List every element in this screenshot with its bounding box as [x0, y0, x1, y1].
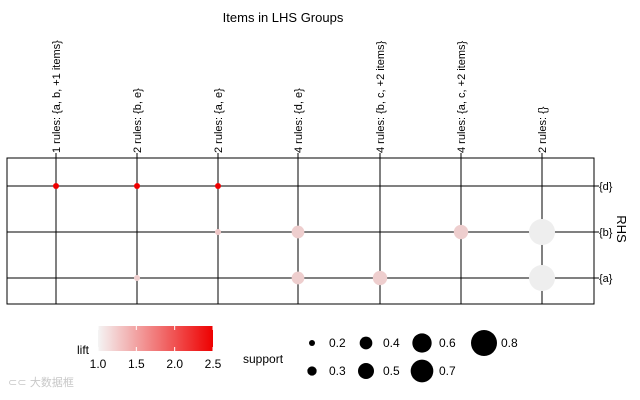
rule-point — [291, 271, 305, 285]
lhs-group-label: 4 rules: {d, e} — [293, 88, 305, 153]
lift-tick-label: 1.5 — [128, 357, 145, 371]
lhs-group-label: 2 rules: {a, e} — [213, 88, 225, 153]
rule-point — [529, 265, 555, 291]
rhs-item-label: {a} — [599, 273, 613, 285]
rule-point — [53, 183, 59, 189]
support-legend-label: 0.6 — [439, 336, 456, 350]
lift-legend-title: lift — [77, 343, 90, 357]
lhs-group-label: 1 rules: {a, b, +1 items} — [51, 40, 63, 153]
lhs-group-label: 4 rules: {a, c, +2 items} — [456, 40, 468, 153]
lhs-group-label: 2 rules: {} — [537, 106, 549, 153]
lift-tick-label: 2.5 — [205, 357, 222, 371]
support-legend-symbol — [309, 340, 315, 346]
support-legend-label: 0.4 — [383, 336, 400, 350]
rhs-item-label: {b} — [599, 227, 613, 239]
rule-point — [372, 270, 388, 286]
support-legend-title: support — [243, 352, 284, 366]
rule-point — [291, 225, 305, 239]
lift-tick-label: 2.0 — [166, 357, 183, 371]
rule-point — [529, 219, 555, 245]
support-legend-label: 0.3 — [329, 364, 346, 378]
rule-point — [134, 275, 140, 281]
rule-point — [215, 183, 221, 189]
rhs-item-label: {d} — [599, 181, 613, 193]
support-legend-symbol — [410, 359, 434, 383]
lift-colorbar — [98, 326, 213, 351]
support-legend-symbol — [471, 330, 497, 356]
plot-frame — [6, 157, 595, 305]
rule-point — [453, 224, 469, 240]
support-legend-symbol — [307, 366, 317, 376]
lift-tick-label: 1.0 — [90, 357, 107, 371]
chart-title: Items in LHS Groups — [223, 10, 344, 25]
rule-point — [134, 183, 140, 189]
support-legend-label: 0.2 — [329, 336, 346, 350]
watermark: ⊂⊂ 大数据框 — [8, 376, 74, 389]
lhs-group-label: 4 rules: {b, c, +2 items} — [375, 40, 387, 153]
support-legend-symbol — [359, 336, 373, 350]
support-legend-label: 0.8 — [501, 336, 518, 350]
rule-point — [215, 229, 221, 235]
support-legend-symbol — [358, 363, 374, 379]
support-legend-label: 0.7 — [439, 364, 456, 378]
rhs-axis-label: RHS — [614, 215, 629, 243]
lhs-group-label: 2 rules: {b, e} — [132, 88, 144, 153]
support-legend-symbol — [412, 333, 432, 353]
support-legend-label: 0.5 — [383, 364, 400, 378]
